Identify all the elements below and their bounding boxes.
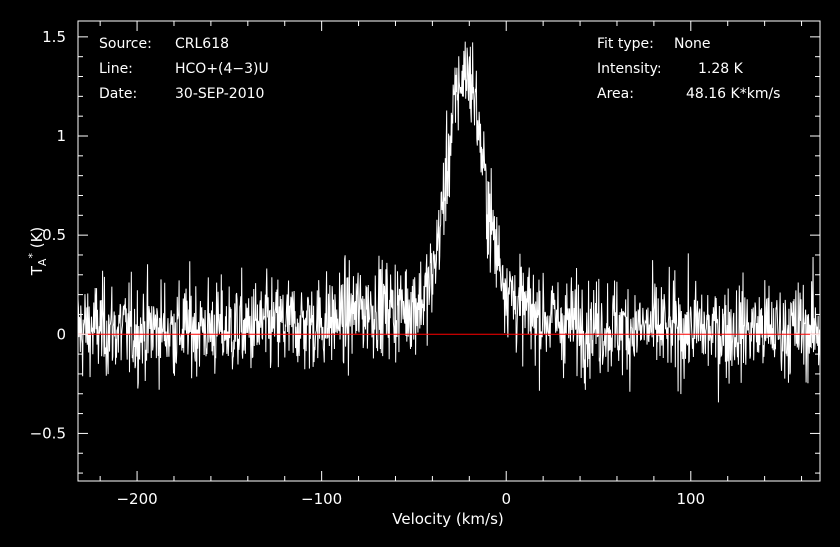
y-tick-label: −0.5 — [30, 424, 66, 442]
y-tick-label: 0.5 — [42, 226, 66, 244]
y-tick-label: 1.5 — [42, 28, 66, 46]
intensity-value: 1.28 K — [698, 61, 743, 77]
source-value: CRL618 — [175, 36, 230, 52]
svg-text:TA* (K): TA* (K) — [26, 227, 49, 277]
date-label: Date: — [99, 86, 138, 102]
x-tick-label: −100 — [301, 490, 342, 508]
plot-layer — [77, 41, 821, 403]
date-value: 30-SEP-2010 — [175, 86, 265, 102]
fit-type-label: Fit type: — [597, 36, 654, 52]
ticks-layer: −200 −100 0 100 −0.5 0 0.5 1 1.5 — [30, 21, 820, 508]
y-axis-label: TA* (K) — [26, 227, 49, 277]
fit-type-value: None — [674, 36, 711, 52]
area-label: Area: — [597, 86, 634, 102]
x-tick-label: −200 — [116, 490, 157, 508]
y-tick-label: 1 — [56, 127, 66, 145]
x-tick-label: 100 — [676, 490, 705, 508]
line-label: Line: — [99, 61, 133, 77]
area-value: 48.16 K*km/s — [686, 86, 781, 102]
source-label: Source: — [99, 36, 152, 52]
line-value: HCO+(4−3)U — [175, 61, 269, 77]
y-tick-label: 0 — [56, 325, 66, 343]
x-axis-label: Velocity (km/s) — [392, 510, 503, 528]
axes-frame — [77, 20, 821, 482]
spectrum-series — [77, 41, 821, 403]
x-tick-label: 0 — [501, 490, 511, 508]
intensity-label: Intensity: — [597, 61, 662, 77]
